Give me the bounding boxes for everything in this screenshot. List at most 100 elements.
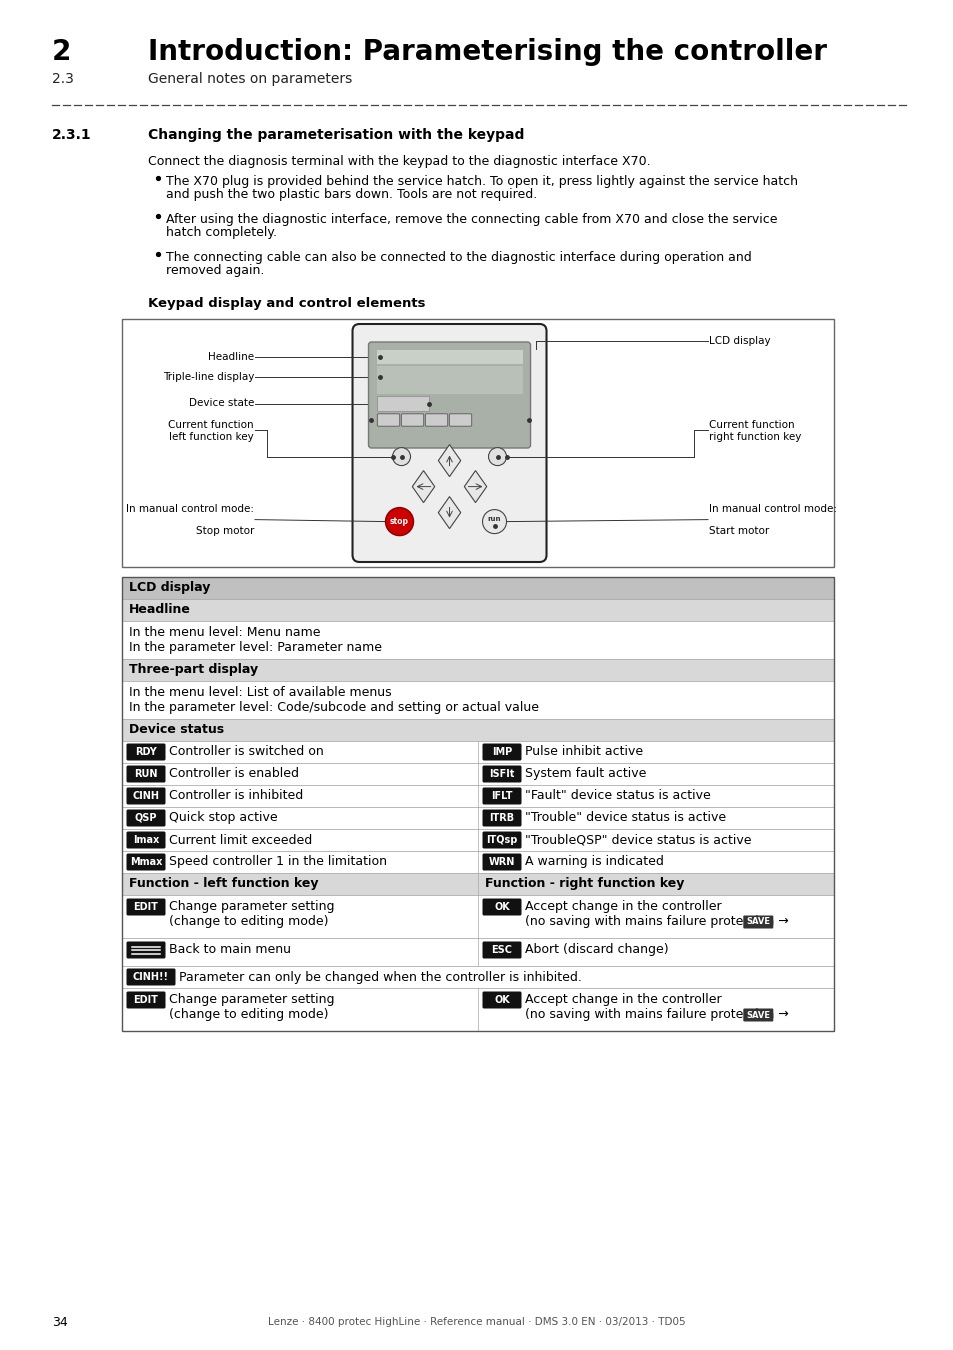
Text: SAVE: SAVE <box>745 918 769 926</box>
FancyBboxPatch shape <box>127 810 165 826</box>
FancyBboxPatch shape <box>482 832 521 849</box>
Text: Introduction: Parameterising the controller: Introduction: Parameterising the control… <box>148 38 826 66</box>
FancyBboxPatch shape <box>127 991 165 1008</box>
FancyBboxPatch shape <box>482 810 521 826</box>
Text: Quick stop active: Quick stop active <box>169 811 277 825</box>
Bar <box>122 720 833 741</box>
Text: Keypad display and control elements: Keypad display and control elements <box>148 297 425 310</box>
Text: OK: OK <box>494 995 509 1004</box>
Text: General notes on parameters: General notes on parameters <box>148 72 352 86</box>
Bar <box>122 659 833 680</box>
Text: QSP: QSP <box>134 813 157 823</box>
Text: Device state: Device state <box>189 398 253 409</box>
Bar <box>122 621 833 659</box>
Text: RUN: RUN <box>134 769 157 779</box>
Text: Controller is switched on: Controller is switched on <box>169 745 323 759</box>
Text: Start motor: Start motor <box>708 525 768 536</box>
FancyBboxPatch shape <box>127 968 175 986</box>
Text: Speed controller 1 in the limitation: Speed controller 1 in the limitation <box>169 856 387 868</box>
Bar <box>376 366 522 394</box>
Bar <box>122 319 833 567</box>
Text: In the menu level: Menu name: In the menu level: Menu name <box>129 626 320 639</box>
Bar <box>122 680 833 720</box>
Bar <box>122 938 833 967</box>
Text: 2.3: 2.3 <box>52 72 73 86</box>
Text: In the parameter level: Code/subcode and setting or actual value: In the parameter level: Code/subcode and… <box>129 701 538 714</box>
Text: In manual control mode:: In manual control mode: <box>126 504 253 513</box>
Text: ITRB: ITRB <box>489 813 514 823</box>
Text: In manual control mode:: In manual control mode: <box>708 504 836 513</box>
Bar <box>122 741 833 763</box>
Circle shape <box>385 508 413 536</box>
Text: Function - left function key: Function - left function key <box>129 878 318 890</box>
Bar <box>122 895 833 938</box>
Text: and push the two plastic bars down. Tools are not required.: and push the two plastic bars down. Tool… <box>166 188 537 201</box>
FancyBboxPatch shape <box>127 941 165 958</box>
FancyBboxPatch shape <box>127 744 165 760</box>
Polygon shape <box>412 471 435 502</box>
Text: CINH: CINH <box>132 791 159 801</box>
Text: EDIT: EDIT <box>133 902 158 913</box>
Text: hatch completely.: hatch completely. <box>166 225 276 239</box>
Text: A warning is indicated: A warning is indicated <box>524 856 663 868</box>
Circle shape <box>488 448 506 466</box>
Bar <box>122 807 833 829</box>
Text: Current limit exceeded: Current limit exceeded <box>169 833 312 846</box>
Text: Change parameter setting: Change parameter setting <box>169 994 335 1006</box>
Text: IMP: IMP <box>492 747 512 757</box>
Text: Changing the parameterisation with the keypad: Changing the parameterisation with the k… <box>148 128 524 142</box>
Text: Change parameter setting: Change parameter setting <box>169 900 335 913</box>
Text: 2.3.1: 2.3.1 <box>52 128 91 142</box>
Text: RDY: RDY <box>135 747 156 757</box>
Text: removed again.: removed again. <box>166 265 264 277</box>
Text: Three-part display: Three-part display <box>129 663 258 676</box>
Bar <box>376 396 428 410</box>
Text: run: run <box>487 516 500 521</box>
Text: IFLT: IFLT <box>491 791 512 801</box>
Bar <box>122 829 833 850</box>
Bar <box>122 967 833 988</box>
FancyBboxPatch shape <box>127 787 165 805</box>
Text: Accept change in the controller: Accept change in the controller <box>524 900 720 913</box>
FancyBboxPatch shape <box>127 899 165 915</box>
Bar <box>122 850 833 873</box>
FancyBboxPatch shape <box>401 414 423 427</box>
Text: EDIT: EDIT <box>133 995 158 1004</box>
FancyBboxPatch shape <box>368 342 530 448</box>
Text: ITQsp: ITQsp <box>486 836 517 845</box>
Text: Function - right function key: Function - right function key <box>484 878 683 890</box>
Text: "Trouble" device status is active: "Trouble" device status is active <box>524 811 725 825</box>
FancyBboxPatch shape <box>482 744 521 760</box>
Text: The X70 plug is provided behind the service hatch. To open it, press lightly aga: The X70 plug is provided behind the serv… <box>166 176 797 188</box>
FancyBboxPatch shape <box>127 832 165 849</box>
FancyBboxPatch shape <box>482 899 521 915</box>
Text: LCD display: LCD display <box>129 580 211 594</box>
Text: Headline: Headline <box>208 352 253 362</box>
Bar <box>122 988 833 1031</box>
FancyBboxPatch shape <box>127 765 165 783</box>
Text: (no saving with mains failure protection →: (no saving with mains failure protection… <box>524 1008 792 1021</box>
Text: right function key: right function key <box>708 432 801 441</box>
Text: 2: 2 <box>52 38 71 66</box>
Text: In the menu level: List of available menus: In the menu level: List of available men… <box>129 686 392 699</box>
Text: Headline: Headline <box>129 603 191 616</box>
Text: The connecting cable can also be connected to the diagnostic interface during op: The connecting cable can also be connect… <box>166 251 751 265</box>
Text: Connect the diagnosis terminal with the keypad to the diagnostic interface X70.: Connect the diagnosis terminal with the … <box>148 155 650 167</box>
Bar <box>122 784 833 807</box>
Text: "TroubleQSP" device status is active: "TroubleQSP" device status is active <box>524 833 751 846</box>
Polygon shape <box>464 471 486 502</box>
Text: Parameter can only be changed when the controller is inhibited.: Parameter can only be changed when the c… <box>179 971 581 984</box>
Text: Accept change in the controller: Accept change in the controller <box>524 994 720 1006</box>
Polygon shape <box>437 444 460 477</box>
Text: OK: OK <box>494 902 509 913</box>
FancyBboxPatch shape <box>353 324 546 562</box>
Text: Current function: Current function <box>168 420 253 431</box>
Bar <box>376 350 522 365</box>
Text: In the parameter level: Parameter name: In the parameter level: Parameter name <box>129 641 381 653</box>
Text: Triple-line display: Triple-line display <box>162 373 253 382</box>
Text: System fault active: System fault active <box>524 768 646 780</box>
Text: Imax: Imax <box>132 836 159 845</box>
FancyBboxPatch shape <box>425 414 447 427</box>
FancyBboxPatch shape <box>482 941 521 958</box>
FancyBboxPatch shape <box>482 991 521 1008</box>
